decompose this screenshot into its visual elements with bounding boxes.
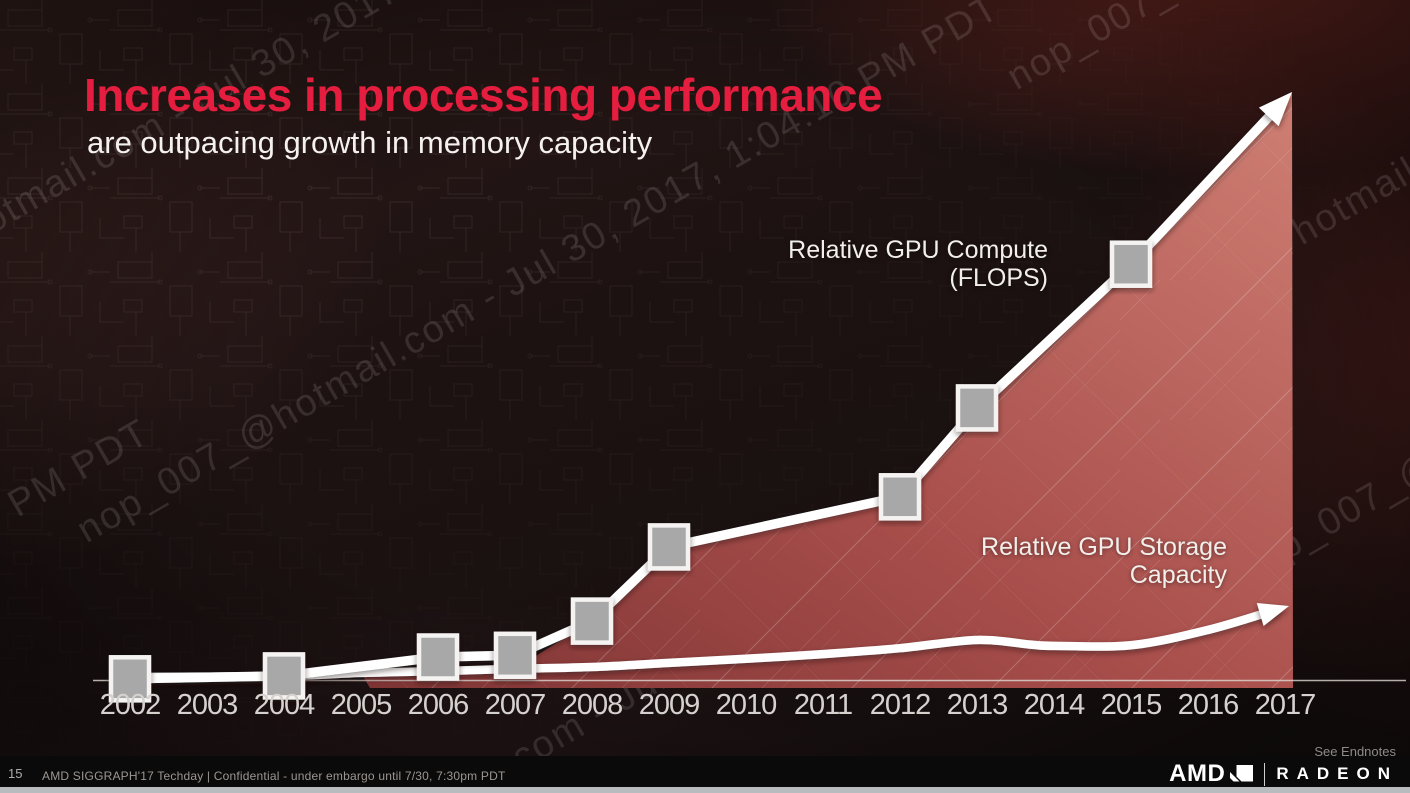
- title-block: Increases in processing performance are …: [84, 69, 883, 160]
- compute-label-line2: (FLOPS): [949, 264, 1048, 292]
- x-tick-label: 2012: [870, 689, 931, 721]
- compute-line: [125, 98, 1286, 684]
- slide-number: 15: [8, 766, 23, 781]
- x-tick-label: 2004: [254, 689, 315, 721]
- compute-arrowhead: [1258, 92, 1292, 127]
- x-tick-label: 2009: [639, 689, 700, 721]
- x-tick-label: 2007: [485, 689, 546, 721]
- storage-line: [125, 605, 1279, 682]
- storage-arrowhead: [1256, 603, 1289, 626]
- storage-series-label: Relative GPU Storage Capacity: [981, 533, 1227, 589]
- x-tick-label: 2003: [177, 689, 238, 721]
- compute-label-line1: Relative GPU Compute: [788, 236, 1048, 264]
- x-tick-label: 2016: [1178, 689, 1239, 721]
- amd-logo: AMD: [1169, 760, 1254, 788]
- x-tick-label: 2010: [716, 689, 777, 721]
- x-tick-label: 2017: [1255, 689, 1316, 721]
- data-marker: [1109, 240, 1153, 288]
- compute-series-label: Relative GPU Compute (FLOPS): [788, 236, 1048, 292]
- data-marker: [108, 655, 152, 703]
- x-tick-label: 2011: [794, 689, 852, 721]
- footer-confidential-text: AMD SIGGRAPH'17 Techday | Confidential -…: [42, 769, 506, 783]
- data-marker: [570, 597, 614, 645]
- area-scratch-texture: [361, 92, 1293, 688]
- data-marker: [416, 633, 460, 681]
- page-title: Increases in processing performance: [84, 69, 883, 121]
- data-marker: [262, 652, 306, 700]
- x-tick-label: 2008: [562, 689, 623, 721]
- radeon-wordmark: RADEON: [1276, 764, 1398, 783]
- x-tick-label: 2013: [947, 689, 1008, 721]
- amd-arrow-icon: [1230, 765, 1254, 782]
- storage-label-line1: Relative GPU Storage: [981, 533, 1227, 561]
- see-endnotes-note: See Endnotes: [1314, 744, 1396, 759]
- data-marker: [647, 523, 691, 571]
- bottom-strip: [0, 787, 1410, 793]
- x-tick-label: 2006: [408, 689, 469, 721]
- data-marker: [955, 384, 999, 432]
- footer-bar: [0, 756, 1410, 787]
- x-tick-label: 2015: [1101, 689, 1162, 721]
- data-marker: [878, 473, 922, 521]
- data-marker: [493, 631, 537, 680]
- storage-label-line2: Capacity: [1129, 561, 1227, 589]
- x-tick-label: 2014: [1024, 689, 1085, 721]
- amd-wordmark: AMD: [1169, 760, 1226, 787]
- x-tick-label: 2005: [331, 689, 392, 721]
- x-tick-label: 2002: [100, 689, 161, 721]
- logo-divider: [1264, 762, 1266, 786]
- brand-row: AMD RADEON: [1169, 760, 1398, 788]
- page-subtitle: are outpacing growth in memory capacity: [87, 124, 653, 160]
